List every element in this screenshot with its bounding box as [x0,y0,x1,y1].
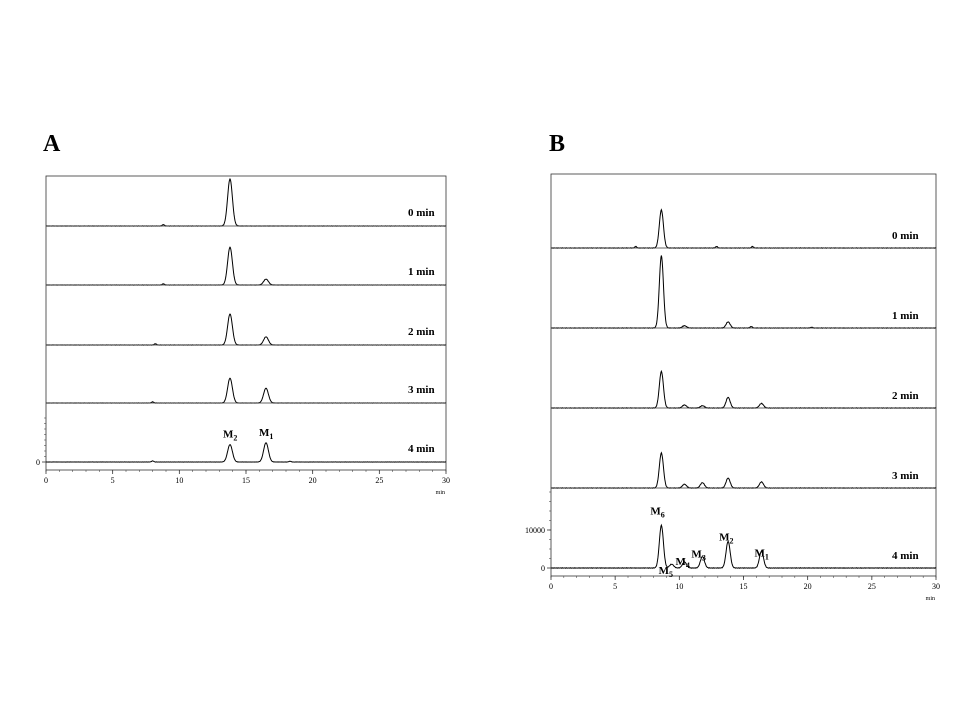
x-tick-label: 15 [242,476,250,485]
x-tick-label: 0 [549,582,553,591]
peak-label-m5: M5 [659,565,673,579]
panel-b-letter: B [549,131,565,157]
peak-label-subscript: 5 [669,570,673,579]
peak-label-m2: M2 [223,429,237,443]
trace-label: 0 min [892,230,919,242]
x-tick-label: 15 [740,582,748,591]
x-tick-label: 5 [613,582,617,591]
peak-label-subscript: 1 [765,552,769,561]
x-tick-label: 25 [375,476,383,485]
trace-2-min [45,313,447,346]
peak-label-m2: M2 [719,531,733,545]
trace-label: 0 min [408,207,435,219]
trace-label: 3 min [892,470,919,482]
x-tick-label: 5 [111,476,115,485]
trace-3-min [550,451,937,489]
x-tick-label: 10 [175,476,183,485]
trace-label: 1 min [408,266,435,278]
peak-label-subscript: 2 [233,434,237,443]
peak-label-subscript: 1 [269,432,273,441]
trace-1-min [550,255,937,329]
plot-frame [550,173,937,577]
peak-label-m1: M1 [259,427,273,441]
trace-label: 1 min [892,310,919,322]
peak-label-subscript: 2 [729,536,733,545]
trace-3-min [45,377,447,404]
peak-label-subscript: 4 [686,561,690,570]
x-tick-label: 20 [309,476,317,485]
trace-label: 2 min [892,390,919,402]
peak-label-m4: M4 [675,556,689,570]
peak-label-subscript: 6 [661,510,665,519]
trace-0-min [550,208,937,249]
trace-2-min [550,369,937,409]
x-tick-label: 25 [868,582,876,591]
x-tick-label: 10 [675,582,683,591]
peak-label-m1: M1 [754,547,768,561]
y-tick-label: 0 [541,564,545,573]
trace-label: 2 min [408,326,435,338]
y-tick-label: 0 [36,458,40,467]
plot-frame [45,175,447,471]
peak-label-m6: M6 [650,505,664,519]
peak-label-subscript: 3 [702,554,706,563]
trace-4-min [45,442,447,463]
trace-0-min [45,177,447,227]
trace-label: 4 min [892,550,919,562]
x-unit-label: min [926,596,935,602]
trace-1-min [45,246,447,286]
x-tick-label: 30 [932,582,940,591]
x-tick-label: 30 [442,476,450,485]
x-tick-label: 0 [44,476,48,485]
y-tick-label: 10000 [525,526,545,535]
x-unit-label: min [436,490,445,496]
x-tick-label: 20 [804,582,812,591]
trace-4-min [550,523,937,569]
trace-label: 4 min [408,443,435,455]
panel-a-letter: A [43,131,61,157]
peak-label-m3: M3 [691,549,705,563]
trace-label: 3 min [408,384,435,396]
